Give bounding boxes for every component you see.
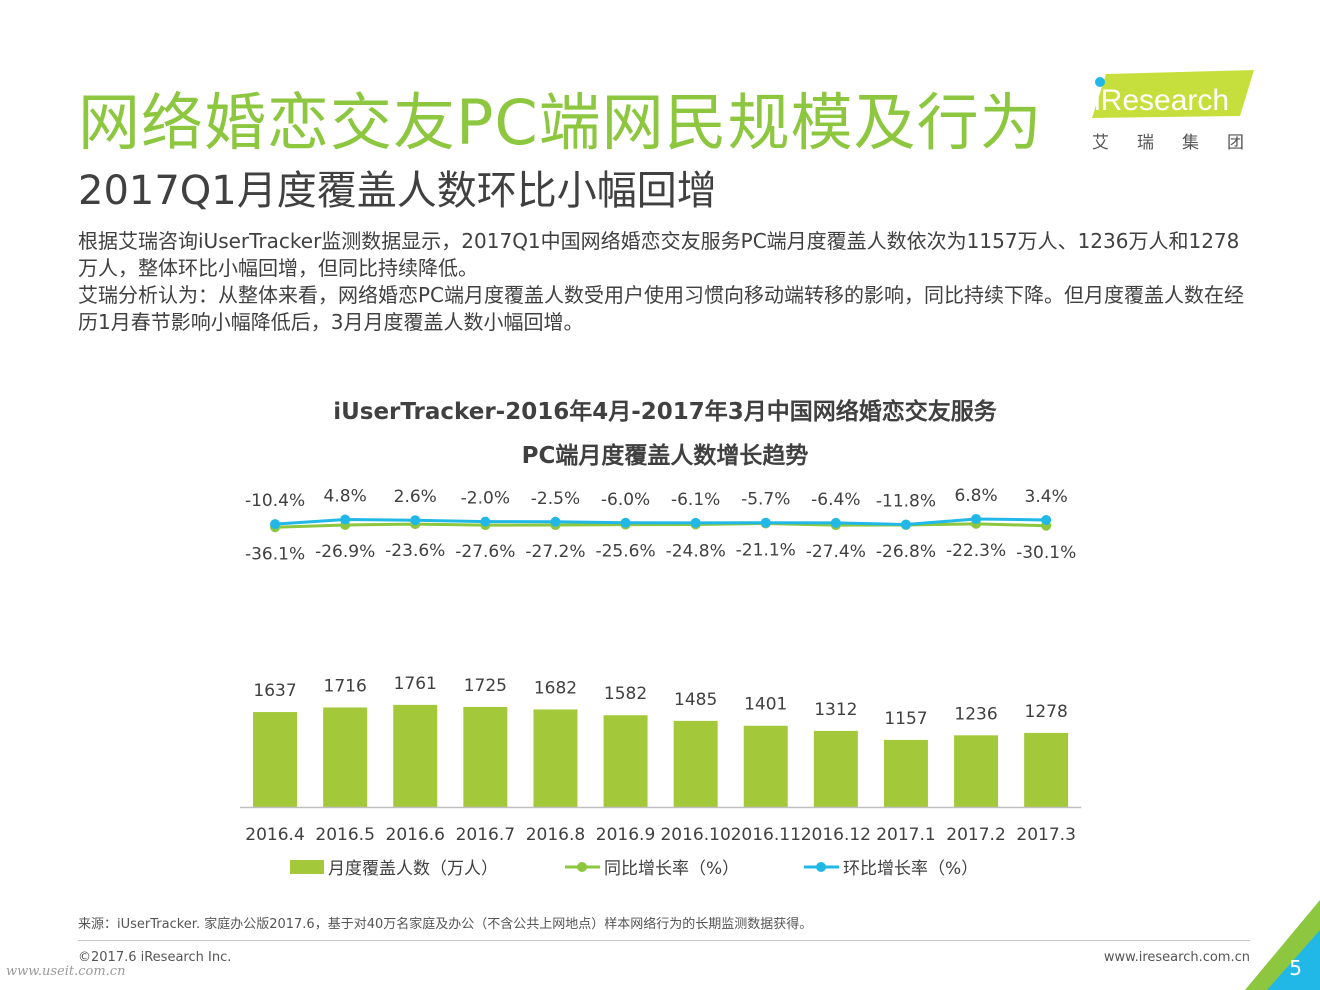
legend-marker-yoy — [577, 862, 587, 872]
yoy-label: -22.3% — [946, 541, 1006, 561]
website-link[interactable]: www.iresearch.com.cn — [1103, 950, 1250, 965]
bar-2016.10 — [673, 720, 718, 807]
bar-2016.4 — [253, 712, 298, 807]
mom-point — [1041, 514, 1052, 525]
bar-2016.6 — [393, 704, 438, 807]
bar-2016.8 — [533, 709, 578, 807]
mom-label: 3.4% — [1025, 487, 1068, 507]
page-subtitle: 2017Q1月度覆盖人数环比小幅回增 — [78, 168, 717, 214]
mom-point — [550, 516, 561, 527]
bar-value-label: 1637 — [253, 681, 296, 701]
bar-2017.1 — [883, 739, 928, 807]
yoy-label: -24.8% — [666, 541, 726, 561]
mom-line — [274, 517, 1047, 527]
x-tick-label: 2016.4 — [245, 825, 304, 845]
description: 根据艾瑞咨询iUserTracker监测数据显示，2017Q1中国网络婚恋交友服… — [78, 228, 1258, 336]
yoy-label: -27.2% — [525, 542, 585, 562]
mom-point — [480, 516, 491, 527]
yoy-label: -25.6% — [595, 542, 655, 562]
bar-2016.12 — [813, 730, 858, 807]
bar-value-label: 1682 — [534, 678, 577, 698]
logo-subtitle: 艾瑞集团 — [1092, 133, 1272, 153]
mom-point — [340, 514, 351, 525]
yoy-label: -27.4% — [806, 542, 866, 562]
bar-value-label: 1725 — [464, 676, 507, 696]
mom-point — [830, 517, 841, 528]
legend-label-yoy: 同比增长率（%） — [604, 859, 739, 879]
mom-point — [690, 517, 701, 528]
logo-brand: iResearch — [1094, 84, 1229, 117]
yoy-label: -36.1% — [245, 544, 305, 564]
bar-value-label: 1312 — [814, 700, 857, 720]
bar-2017.2 — [954, 735, 999, 807]
mom-label: -6.0% — [601, 490, 650, 510]
chart-title-line-2: PC端月度覆盖人数增长趋势 — [521, 443, 809, 469]
x-tick-label: 2016.9 — [596, 825, 655, 845]
x-tick-label: 2017.1 — [876, 825, 935, 845]
x-tick-label: 2016.10 — [660, 825, 730, 845]
x-tick-label: 2016.8 — [526, 825, 585, 845]
bar-2017.3 — [1024, 732, 1069, 807]
bar-value-label: 1761 — [394, 674, 437, 694]
page-number: 5 — [1289, 956, 1302, 980]
mom-label: 2.6% — [394, 487, 437, 507]
legend-label-mom: 环比增长率（%） — [843, 859, 978, 879]
legend-label-bars: 月度覆盖人数（万人） — [328, 859, 498, 879]
yoy-label: -26.9% — [315, 542, 375, 562]
mom-label: 4.8% — [324, 487, 367, 507]
legend-swatch-bars — [290, 860, 324, 874]
bar-value-label: 1401 — [744, 695, 787, 715]
mom-label: 6.8% — [954, 486, 997, 506]
corner-decoration — [1245, 900, 1320, 990]
chart-title-line-1: iUserTracker-2016年4月-2017年3月中国网络婚恋交友服务 — [333, 399, 997, 425]
yoy-label: -30.1% — [1016, 543, 1076, 563]
copyright: ©2017.6 iResearch Inc. — [78, 950, 232, 965]
mom-point — [620, 517, 631, 528]
mom-label: -6.1% — [671, 490, 720, 510]
bar-2016.5 — [323, 707, 368, 807]
bar-value-label: 1236 — [954, 704, 997, 724]
bar-2016.11 — [743, 725, 788, 807]
yoy-label: -23.6% — [385, 541, 445, 561]
x-tick-label: 2016.12 — [801, 825, 871, 845]
yoy-label: -27.6% — [455, 542, 515, 562]
mom-label: -10.4% — [245, 491, 305, 511]
bar-value-label: 1716 — [324, 676, 367, 696]
bar-value-label: 1485 — [674, 690, 717, 710]
mom-point — [900, 519, 911, 530]
mom-label: -5.7% — [741, 490, 790, 510]
x-tick-label: 2017.2 — [946, 825, 1005, 845]
watermark: www.useit.com.cn — [6, 964, 126, 979]
x-tick-label: 2016.7 — [456, 825, 515, 845]
bar-value-label: 1157 — [884, 709, 927, 729]
mom-label: -6.4% — [811, 490, 860, 510]
mom-point — [971, 513, 982, 524]
x-tick-label: 2017.3 — [1016, 825, 1075, 845]
mom-point — [270, 519, 281, 530]
mom-label: -2.5% — [531, 489, 580, 509]
mom-point — [760, 517, 771, 528]
page-title: 网络婚恋交友PC端网民规模及行为 — [78, 86, 1043, 159]
bar-2016.7 — [463, 706, 508, 807]
bar-value-label: 1278 — [1025, 702, 1068, 722]
mom-point — [410, 515, 421, 526]
yoy-label: -26.8% — [876, 542, 936, 562]
description-paragraph-2: 艾瑞分析认为：从整体来看，网络婚恋PC端月度覆盖人数受用户使用习惯向移动端转移的… — [78, 283, 1245, 334]
bar-2016.9 — [603, 715, 648, 807]
x-tick-label: 2016.6 — [386, 825, 445, 845]
x-tick-label: 2016.5 — [315, 825, 374, 845]
iresearch-logo: iResearch — [1092, 70, 1254, 118]
description-paragraph-1: 根据艾瑞咨询iUserTracker监测数据显示，2017Q1中国网络婚恋交友服… — [78, 229, 1240, 280]
source-note: 来源：iUserTracker. 家庭办公版2017.6，基于对40万名家庭及办… — [78, 917, 813, 932]
mom-label: -2.0% — [461, 489, 510, 509]
bar-value-label: 1582 — [604, 684, 647, 704]
legend-marker-mom — [816, 862, 826, 872]
x-tick-label: 2016.11 — [731, 825, 801, 845]
yoy-label: -21.1% — [736, 541, 796, 561]
mom-label: -11.8% — [876, 492, 936, 512]
footer-divider — [78, 940, 1250, 941]
